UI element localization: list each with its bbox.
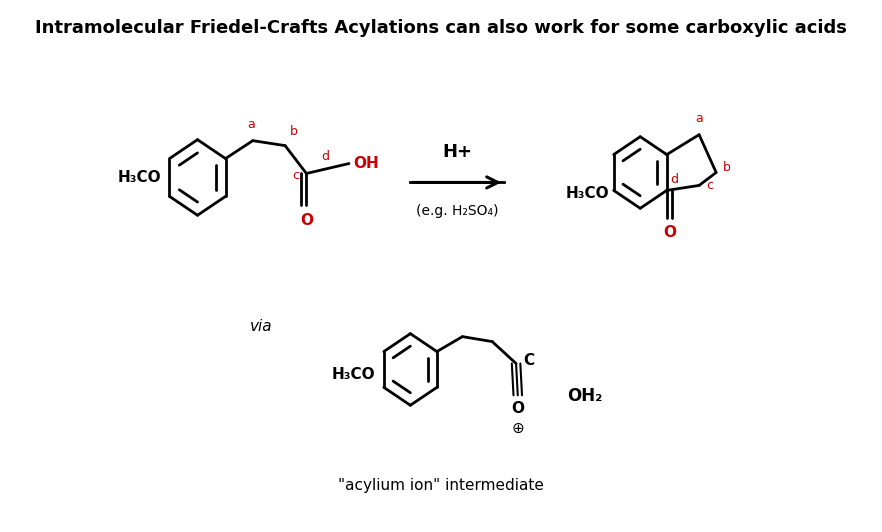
Text: "acylium ion" intermediate: "acylium ion" intermediate: [338, 478, 544, 493]
Text: b: b: [723, 161, 731, 174]
Text: H+: H+: [442, 143, 472, 161]
Text: (e.g. H₂SO₄): (e.g. H₂SO₄): [416, 204, 498, 218]
Text: C: C: [523, 353, 534, 368]
Text: a: a: [695, 112, 703, 124]
Text: H₃CO: H₃CO: [117, 170, 161, 185]
Text: d: d: [321, 149, 329, 163]
Text: via: via: [250, 319, 273, 334]
Text: O: O: [662, 225, 676, 240]
Text: a: a: [247, 118, 255, 131]
Text: ⊕: ⊕: [512, 421, 524, 436]
Text: H₃CO: H₃CO: [332, 367, 376, 382]
Text: O: O: [300, 213, 313, 228]
Text: Intramolecular Friedel-Crafts Acylations can also work for some carboxylic acids: Intramolecular Friedel-Crafts Acylations…: [35, 19, 847, 37]
Text: d: d: [670, 173, 678, 186]
Text: c: c: [293, 169, 300, 182]
Text: c: c: [706, 179, 713, 192]
Text: O: O: [512, 401, 524, 416]
Text: H₃CO: H₃CO: [565, 186, 609, 201]
Text: b: b: [290, 124, 298, 138]
Text: OH₂: OH₂: [567, 387, 602, 405]
Text: OH: OH: [353, 156, 379, 171]
